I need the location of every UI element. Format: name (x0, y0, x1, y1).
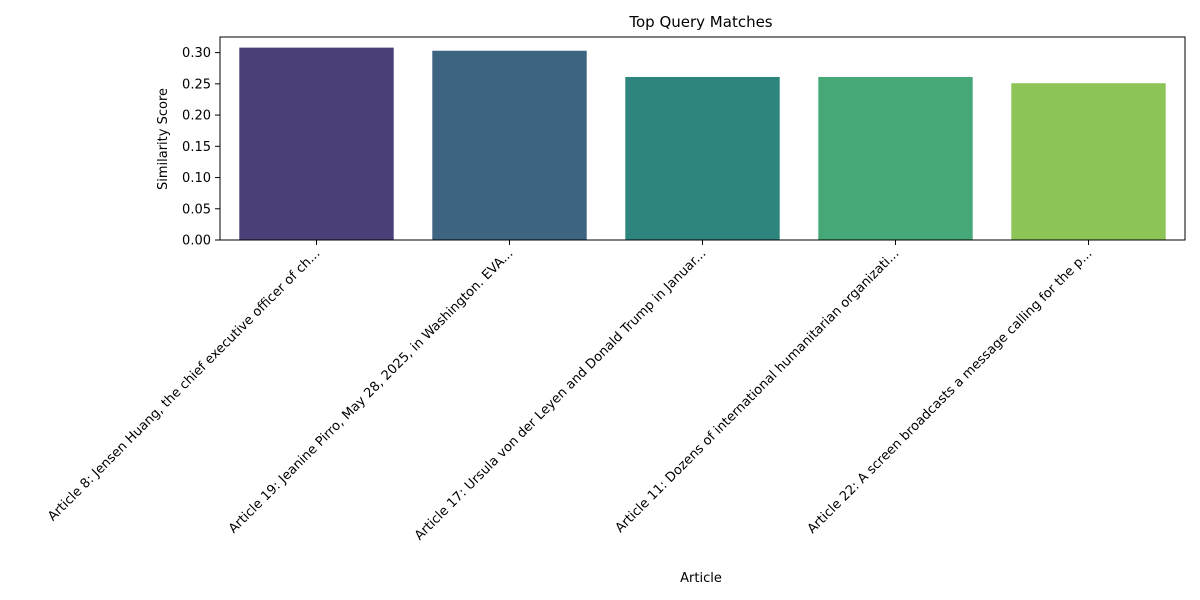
y-tick-label: 0.05 (182, 202, 211, 217)
y-axis: 0.00 0.05 0.10 0.15 0.20 0.25 0.30 (182, 46, 220, 249)
x-axis-label: Article (680, 571, 722, 586)
y-tick-label: 0.00 (182, 234, 211, 249)
y-axis-label: Similarity Score (156, 88, 171, 190)
bar-4 (818, 76, 973, 240)
y-tick-label: 0.10 (182, 171, 211, 186)
x-tick-label: Article 17: Ursula von der Leyen and Don… (412, 246, 709, 543)
chart-title: Top Query Matches (628, 13, 772, 31)
bar-3 (625, 76, 780, 240)
bar-5 (1011, 83, 1166, 241)
bar-1 (239, 47, 394, 240)
bar-2 (432, 50, 587, 240)
bars-group (239, 47, 1166, 241)
y-tick-label: 0.15 (182, 140, 211, 155)
y-tick-label: 0.30 (182, 46, 211, 61)
y-tick-label: 0.20 (182, 109, 211, 124)
y-tick-label: 0.25 (182, 77, 211, 92)
x-axis: Article 8: Jensen Huang, the chief execu… (45, 240, 1095, 544)
plot-frame (219, 36, 1186, 241)
